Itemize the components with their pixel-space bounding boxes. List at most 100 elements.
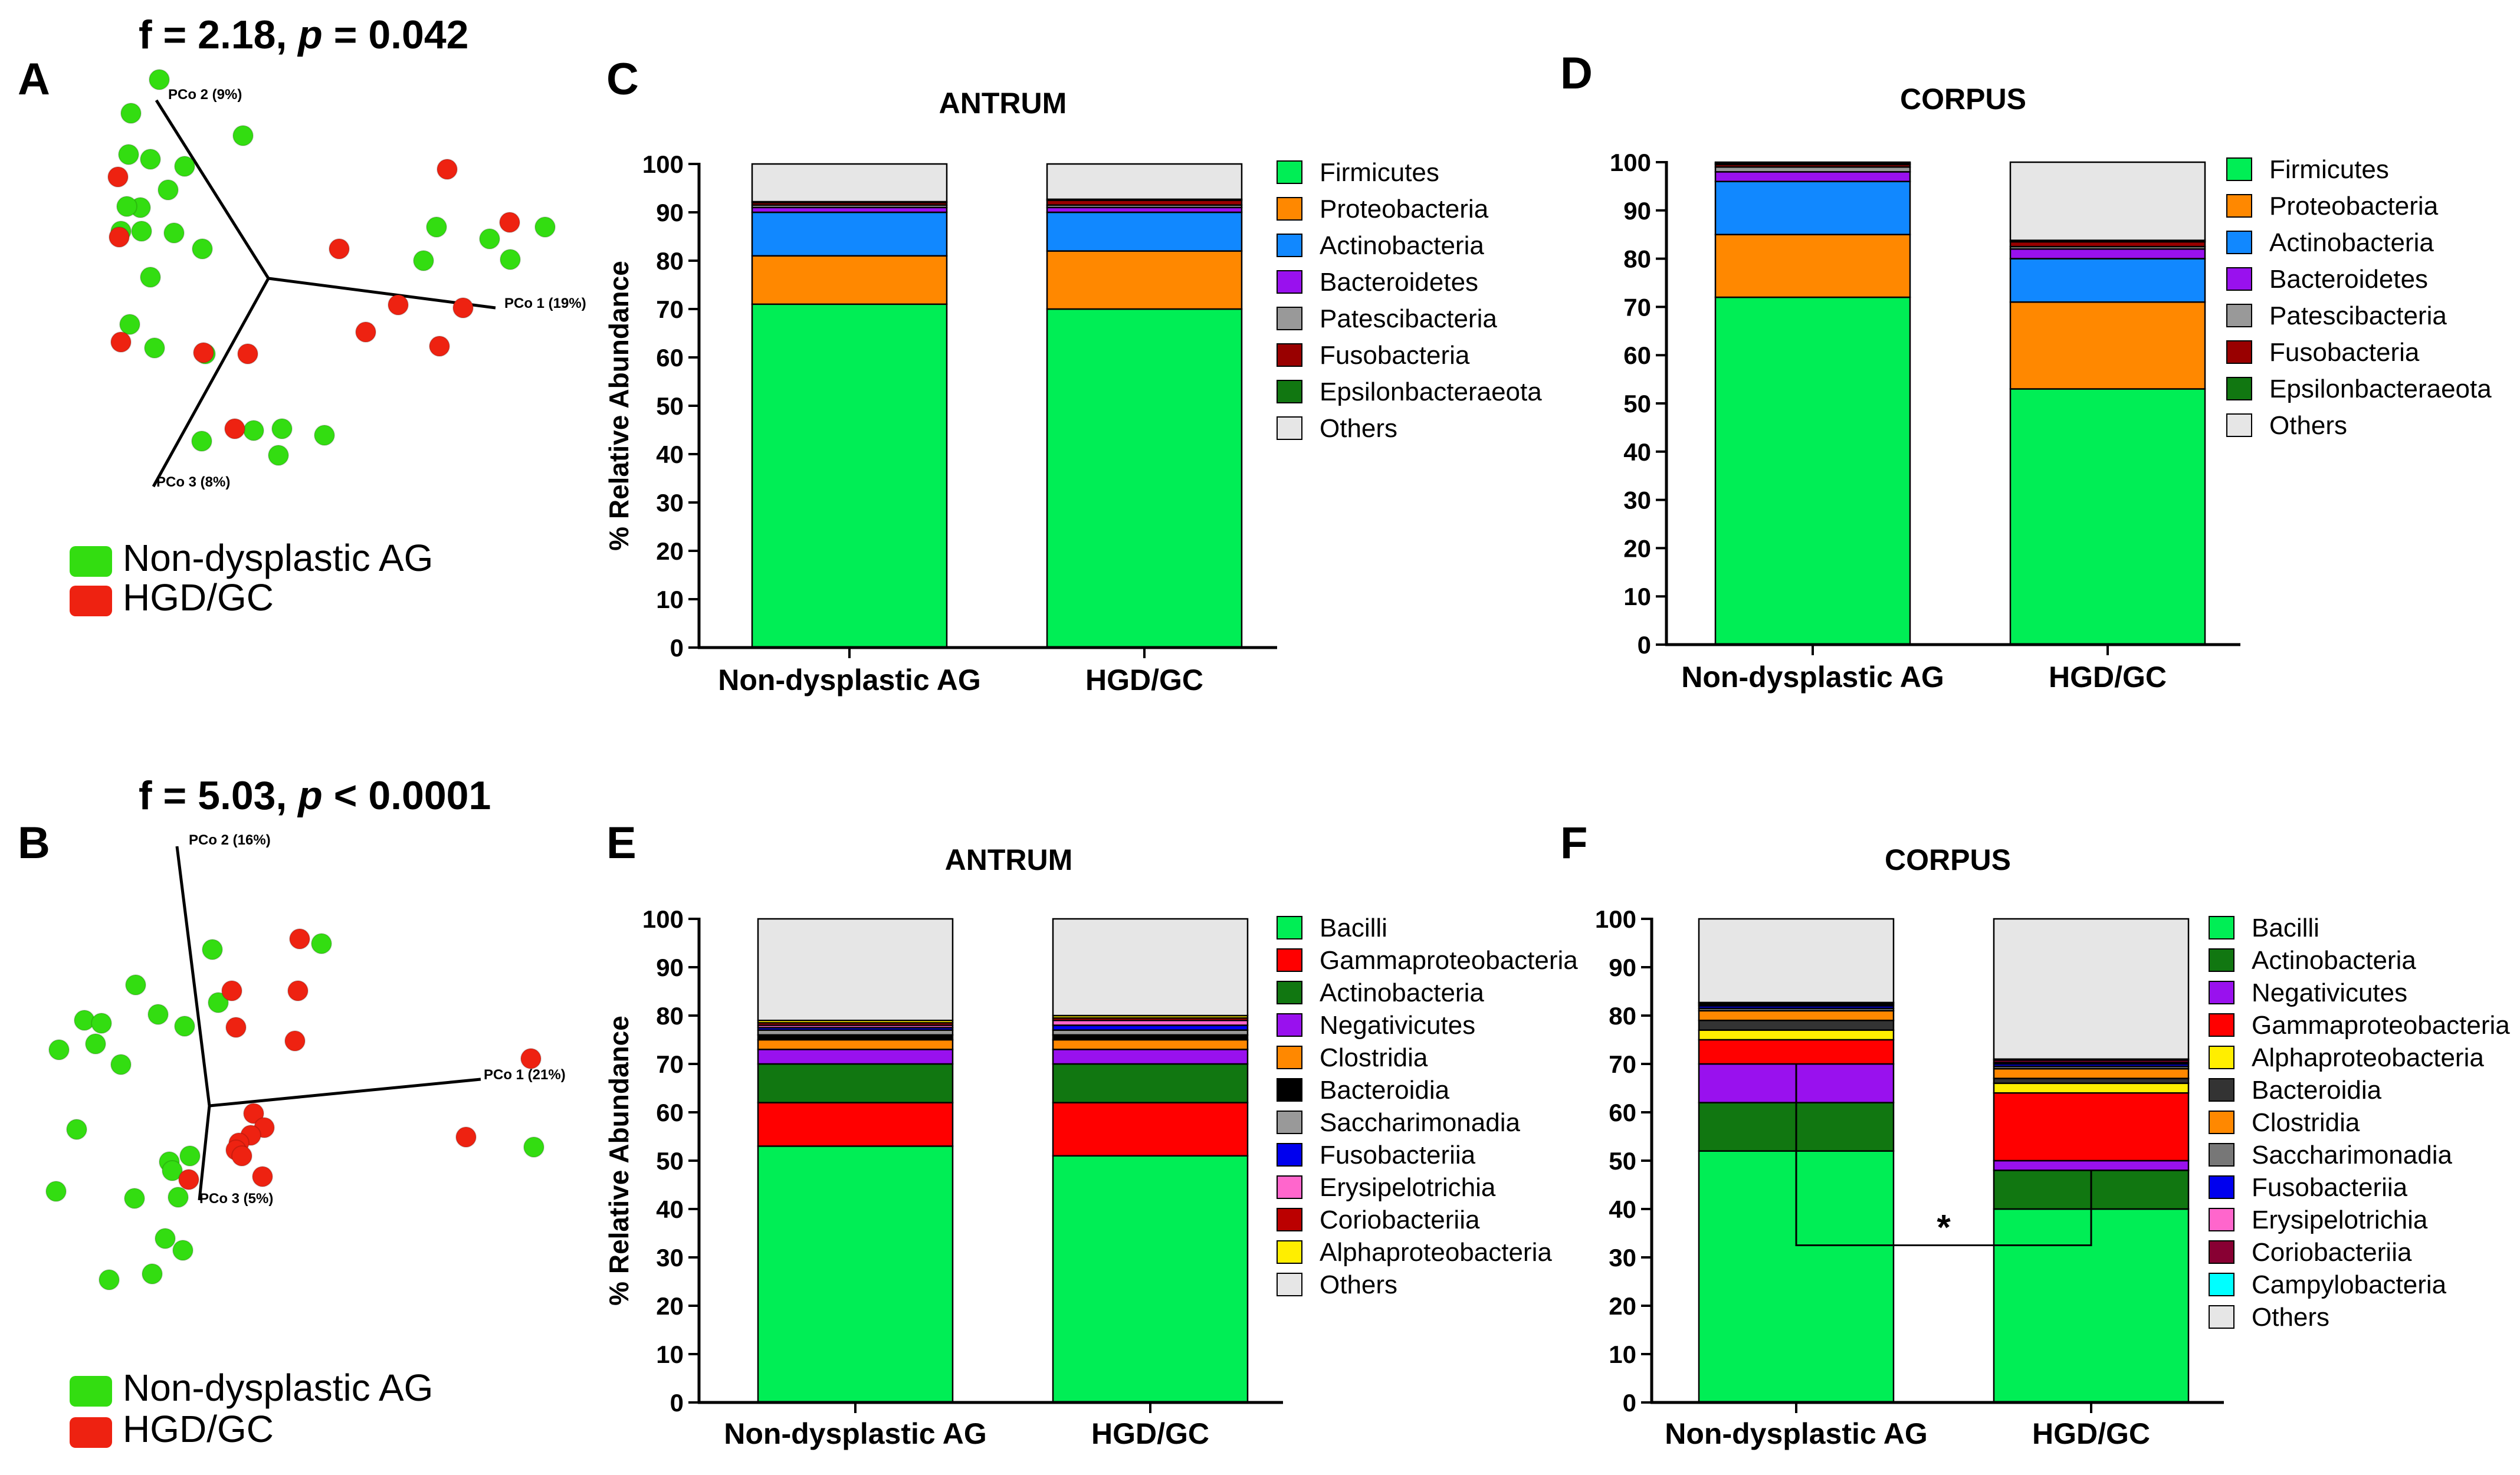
pcoa-point xyxy=(479,228,500,249)
y-tick-label: 70 xyxy=(1609,1050,1636,1078)
legend-swatch xyxy=(1277,948,1302,972)
pcoa-point xyxy=(168,1187,189,1208)
pcoa-point xyxy=(99,1269,120,1290)
pcoa-point xyxy=(174,1016,195,1037)
legend-label: Saccharimonadia xyxy=(2252,1141,2452,1170)
pcoa-point xyxy=(191,431,212,452)
legend-swatch xyxy=(1277,160,1302,184)
pcoa-point xyxy=(48,1039,70,1060)
pcoa-point xyxy=(119,314,140,335)
pcoa-point xyxy=(162,1160,183,1181)
legend-swatch xyxy=(2209,981,2234,1004)
legend-swatch xyxy=(1277,1143,1302,1167)
y-tick-label: 10 xyxy=(1609,1341,1636,1368)
legend-swatch xyxy=(70,546,112,577)
panel-label-b: B xyxy=(18,818,50,868)
bar-segment-negativicutes xyxy=(757,1049,954,1065)
legend-label: Actinobacteria xyxy=(1320,231,1484,260)
pcoa-point xyxy=(45,1181,67,1202)
pcoa-point xyxy=(452,297,474,318)
legend-swatch xyxy=(1277,197,1302,221)
pcoa-point xyxy=(118,144,139,165)
pcoa-point xyxy=(429,336,450,357)
legend-label: Actinobacteria xyxy=(2252,946,2416,975)
pcoa-point xyxy=(523,1136,544,1158)
y-tick-label: 100 xyxy=(1610,149,1651,176)
pcoa-point xyxy=(110,331,132,353)
y-tick-label: 50 xyxy=(656,1147,684,1175)
y-tick-label: 50 xyxy=(1609,1147,1636,1175)
pcoa-axis-label-1: PCo 1 (19%) xyxy=(504,295,586,311)
pcoa-point xyxy=(179,1145,201,1167)
y-tick-label: 10 xyxy=(656,1341,684,1368)
y-tick-label: 70 xyxy=(656,295,684,323)
pcoa-axis-label-2: PCo 2 (9%) xyxy=(168,87,242,103)
legend-label: Coriobacteriia xyxy=(2252,1238,2412,1267)
legend-swatch xyxy=(2209,1175,2234,1199)
pcoa-point xyxy=(163,222,185,244)
bar-segment-actinobacteria xyxy=(751,211,948,257)
legend-label: Fusobacteria xyxy=(2269,338,2420,367)
legend-label: Saccharimonadia xyxy=(1320,1108,1520,1137)
legend-label: Gammaproteobacteria xyxy=(1320,946,1578,975)
bar-segment-firmicutes xyxy=(1714,296,1911,646)
y-tick-label: 20 xyxy=(1609,1292,1636,1320)
pcoa-point xyxy=(329,238,350,259)
bar-segment-others xyxy=(757,918,954,1021)
legend-label: Bacteroidia xyxy=(1320,1076,1450,1105)
y-tick-label: 10 xyxy=(1623,583,1651,610)
y-tick-label: 40 xyxy=(1609,1195,1636,1223)
y-tick-label: 40 xyxy=(656,441,684,468)
y-tick-label: 0 xyxy=(670,634,684,662)
y-tick-label: 90 xyxy=(1609,954,1636,981)
legend-swatch xyxy=(2209,1013,2234,1037)
y-tick-label: 60 xyxy=(1609,1099,1636,1126)
y-tick-label: 100 xyxy=(1595,905,1636,933)
bar-segment-negativicutes xyxy=(1052,1049,1249,1065)
legend-swatch xyxy=(1277,916,1302,939)
legend-swatch xyxy=(1277,1240,1302,1264)
legend-swatch xyxy=(1277,1046,1302,1069)
bar-segment-others xyxy=(1046,163,1243,201)
legend-swatch xyxy=(2226,304,2252,327)
significance-star: * xyxy=(1937,1208,1951,1247)
bar-segment-bacteroidetes xyxy=(2009,248,2206,259)
pcoa-point xyxy=(500,249,521,270)
legend-label: Actinobacteria xyxy=(1320,978,1484,1007)
legend-swatch xyxy=(1277,1273,1302,1296)
pcoa-point xyxy=(437,159,458,180)
y-tick-label: 80 xyxy=(656,1002,684,1030)
pcoa-axis-label-3: PCo 3 (5%) xyxy=(199,1191,273,1207)
legend-swatch xyxy=(1277,1013,1302,1037)
legend-label: Negativicutes xyxy=(2252,978,2407,1007)
y-tick-label: 30 xyxy=(1623,487,1651,514)
legend-swatch xyxy=(2209,1305,2234,1329)
pcoa-point xyxy=(140,267,161,288)
legend-label: Clostridia xyxy=(1320,1043,1428,1072)
pcoa-point xyxy=(120,103,142,124)
pcoa-point xyxy=(231,1145,252,1167)
legend-label: Bacteroidetes xyxy=(2269,265,2428,294)
legend-swatch xyxy=(2209,1143,2234,1167)
bar-segment-gammaproteobacteria xyxy=(1698,1039,1895,1065)
pcoa-point xyxy=(85,1033,106,1054)
bar-segment-actinobacteria xyxy=(757,1063,954,1103)
bar-segment-others xyxy=(1714,161,1911,164)
pcoa-point xyxy=(221,980,242,1001)
bar-segment-gammaproteobacteria xyxy=(1052,1102,1249,1157)
legend-label: Firmicutes xyxy=(1320,158,1439,187)
legend-label: Others xyxy=(1320,1270,1397,1299)
legend-label: Erysipelotrichia xyxy=(2252,1205,2428,1234)
legend-swatch xyxy=(2209,1111,2234,1134)
legend-label: Proteobacteria xyxy=(2269,192,2439,221)
legend-label: Negativicutes xyxy=(1320,1011,1475,1040)
y-axis-label: % Relative Abundance xyxy=(603,1016,634,1306)
y-tick-label: 20 xyxy=(656,537,684,565)
pcoa-point xyxy=(155,1228,176,1249)
pcoa-point xyxy=(91,1013,112,1034)
legend-label: Bacilli xyxy=(2252,914,2319,942)
category-label: Non-dysplastic AG xyxy=(1681,661,1944,694)
legend-label: Bacteroidetes xyxy=(1320,268,1478,297)
panel-label-d: D xyxy=(1560,48,1593,98)
